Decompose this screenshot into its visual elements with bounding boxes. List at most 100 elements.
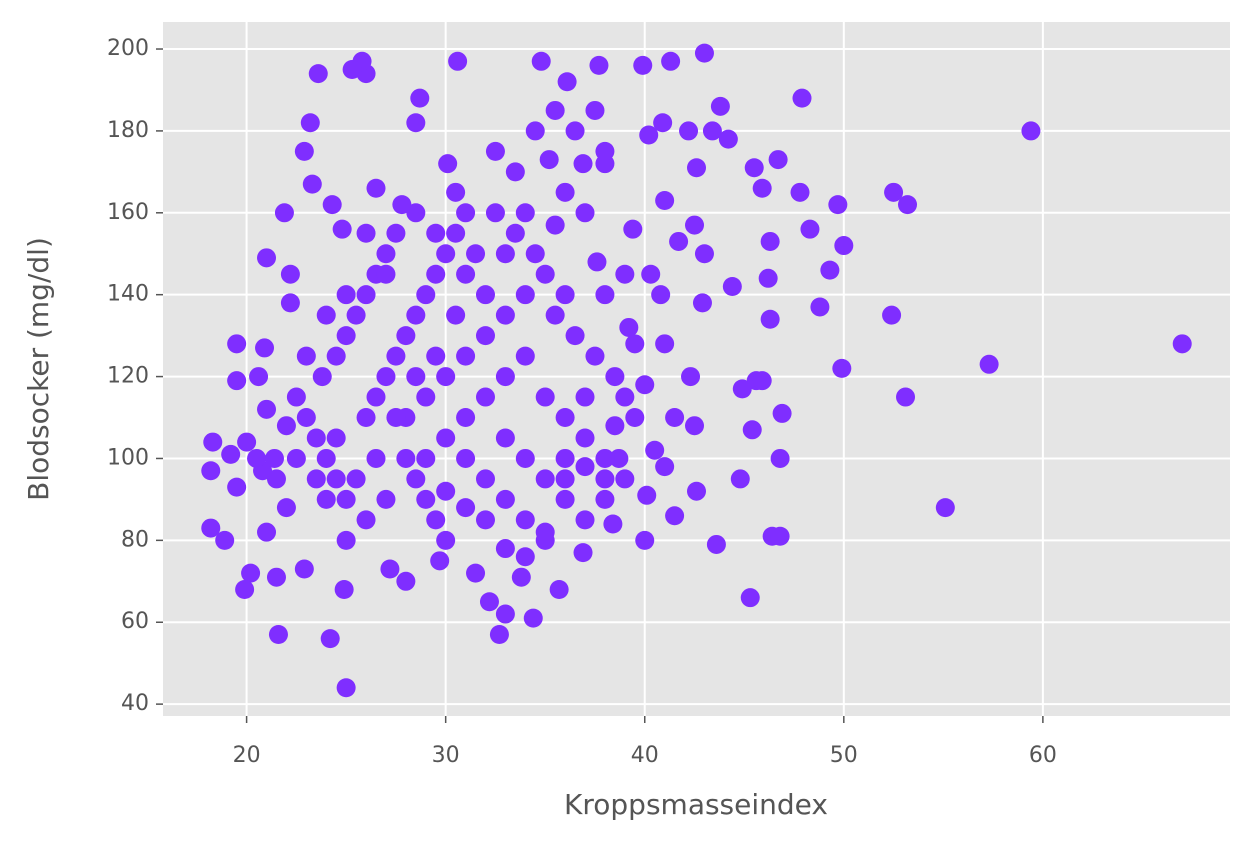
point	[215, 530, 235, 550]
point	[655, 457, 675, 477]
point	[752, 178, 772, 198]
point	[515, 203, 535, 223]
point	[436, 244, 456, 264]
point	[380, 559, 400, 579]
point	[376, 264, 396, 284]
point	[557, 72, 577, 92]
point	[456, 498, 476, 518]
point	[485, 141, 505, 161]
point	[312, 367, 332, 387]
point	[625, 408, 645, 428]
point	[615, 387, 635, 407]
point	[565, 326, 585, 346]
point	[247, 448, 267, 468]
point	[426, 223, 446, 243]
point	[525, 244, 545, 264]
point	[589, 55, 609, 75]
point	[549, 579, 569, 599]
point	[294, 141, 314, 161]
point	[257, 522, 277, 542]
point	[396, 326, 416, 346]
point	[760, 309, 780, 329]
point	[772, 403, 792, 423]
point	[665, 408, 685, 428]
point	[396, 571, 416, 591]
point	[523, 608, 543, 628]
y-tick-label: 200	[107, 36, 149, 61]
point	[545, 100, 565, 120]
point	[979, 354, 999, 374]
point	[515, 448, 535, 468]
point	[276, 416, 296, 436]
point	[495, 604, 515, 624]
point	[810, 297, 830, 317]
point	[386, 408, 406, 428]
x-tick-label: 50	[830, 743, 858, 768]
point	[495, 539, 515, 559]
x-tick-label: 60	[1029, 743, 1057, 768]
point	[316, 305, 336, 325]
point	[286, 448, 306, 468]
point	[515, 547, 535, 567]
point	[555, 469, 575, 489]
point	[633, 55, 653, 75]
point	[605, 367, 625, 387]
point	[575, 510, 595, 530]
y-tick-label: 120	[107, 364, 149, 389]
point	[635, 375, 655, 395]
point	[456, 408, 476, 428]
point	[376, 244, 396, 264]
point	[326, 346, 346, 366]
point	[603, 514, 623, 534]
point	[396, 448, 416, 468]
point	[637, 485, 657, 505]
point	[573, 543, 593, 563]
point	[555, 489, 575, 509]
point	[342, 59, 362, 79]
point	[489, 625, 509, 645]
point	[286, 387, 306, 407]
point	[515, 285, 535, 305]
point	[332, 219, 352, 239]
point	[264, 448, 284, 468]
point	[535, 469, 555, 489]
point	[495, 428, 515, 448]
point	[609, 448, 629, 468]
point	[376, 367, 396, 387]
point	[266, 567, 286, 587]
point	[545, 305, 565, 325]
point	[669, 231, 689, 251]
point	[456, 203, 476, 223]
point	[392, 195, 412, 215]
point	[615, 264, 635, 284]
point	[268, 625, 288, 645]
point	[615, 469, 635, 489]
point	[495, 244, 515, 264]
point	[645, 440, 665, 460]
point	[257, 399, 277, 419]
point	[306, 428, 326, 448]
point	[203, 432, 223, 452]
point	[687, 158, 706, 178]
point	[416, 387, 436, 407]
point	[446, 182, 466, 202]
point	[416, 489, 436, 509]
point	[410, 88, 430, 108]
point	[685, 416, 705, 436]
point	[828, 195, 848, 215]
point	[694, 43, 714, 63]
point	[426, 510, 446, 530]
point	[495, 367, 515, 387]
point	[227, 334, 247, 354]
point	[316, 489, 336, 509]
point	[639, 125, 659, 145]
point	[316, 448, 336, 468]
point	[685, 215, 705, 235]
point	[336, 678, 356, 698]
point	[320, 629, 340, 649]
point	[653, 113, 673, 133]
point	[585, 100, 605, 120]
point	[475, 387, 495, 407]
point	[744, 158, 764, 178]
point	[456, 346, 476, 366]
